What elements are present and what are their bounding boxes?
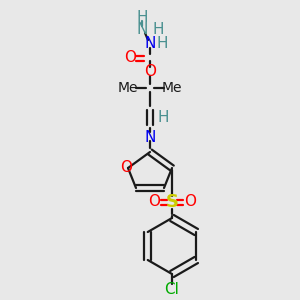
Text: O: O xyxy=(184,194,196,209)
Text: O: O xyxy=(144,64,156,80)
Text: Me: Me xyxy=(118,81,138,95)
Text: Me: Me xyxy=(162,81,182,95)
Text: H: H xyxy=(156,37,168,52)
Text: N: N xyxy=(144,37,156,52)
Text: N: N xyxy=(144,130,156,145)
Text: O: O xyxy=(124,50,136,65)
Text: N: N xyxy=(136,22,148,38)
Text: O: O xyxy=(120,160,132,175)
Text: H: H xyxy=(157,110,169,124)
Text: H: H xyxy=(136,11,148,26)
Text: S: S xyxy=(166,193,178,211)
Text: H: H xyxy=(152,22,164,38)
Text: Cl: Cl xyxy=(165,283,179,298)
Text: O: O xyxy=(148,194,160,209)
